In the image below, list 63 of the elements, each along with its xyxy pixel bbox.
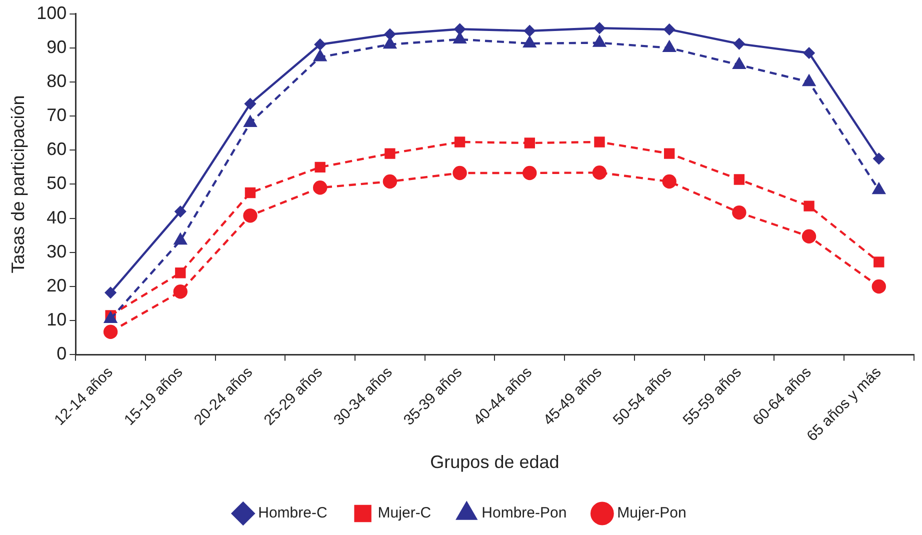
point: [594, 136, 605, 148]
point: [523, 36, 536, 48]
point: [804, 200, 814, 212]
point: [453, 32, 466, 44]
point: [874, 256, 884, 268]
y-tick-label: 20: [46, 275, 67, 296]
y-tick-label: 30: [46, 241, 67, 262]
legend-label: Mujer-C: [378, 504, 432, 522]
point: [593, 36, 606, 47]
point: [173, 284, 188, 299]
point: [592, 166, 607, 180]
point: [244, 98, 256, 110]
point: [524, 25, 536, 36]
y-tick-label: 80: [46, 70, 67, 91]
point: [384, 28, 396, 40]
point: [664, 24, 675, 36]
y-tick-label: 70: [46, 105, 67, 126]
point: [454, 24, 466, 35]
y-tick-label: 100: [36, 2, 67, 23]
point: [103, 324, 118, 339]
point: [313, 180, 328, 195]
point: [174, 233, 187, 245]
point: [382, 174, 398, 189]
point: [803, 47, 815, 59]
x-axis-title: Grupos de edad: [430, 452, 560, 472]
point: [384, 148, 396, 159]
legend-label: Hombre-Pon: [482, 504, 567, 522]
y-tick-label: 50: [46, 173, 67, 194]
point: [872, 182, 886, 194]
point: [314, 38, 326, 50]
y-tick-label: 10: [46, 310, 67, 330]
point: [734, 38, 745, 50]
point: [174, 206, 186, 218]
point: [314, 162, 326, 173]
legend-label: Hombre-C: [258, 504, 328, 522]
point: [522, 166, 537, 180]
point: [662, 174, 676, 189]
y-tick-label: 90: [46, 36, 67, 57]
point: [872, 279, 886, 294]
legend-label: Mujer-Pon: [617, 504, 686, 522]
point: [594, 22, 606, 34]
y-tick-label: 0: [56, 344, 67, 364]
point: [244, 116, 257, 127]
point: [524, 138, 535, 148]
point: [454, 136, 466, 148]
y-tick-label: 60: [46, 139, 67, 160]
y-axis-title: Tasas de participación: [8, 95, 28, 274]
point: [732, 205, 746, 220]
point: [244, 187, 256, 198]
point: [243, 208, 258, 223]
point: [314, 50, 326, 62]
point: [452, 166, 467, 180]
point: [104, 287, 116, 298]
point: [664, 148, 675, 159]
point: [732, 58, 746, 70]
point: [734, 174, 745, 185]
point: [802, 74, 816, 86]
point: [873, 153, 884, 164]
point: [175, 268, 186, 278]
point: [802, 229, 816, 244]
point: [663, 40, 676, 52]
y-tick-label: 40: [46, 207, 67, 228]
point: [384, 37, 396, 49]
